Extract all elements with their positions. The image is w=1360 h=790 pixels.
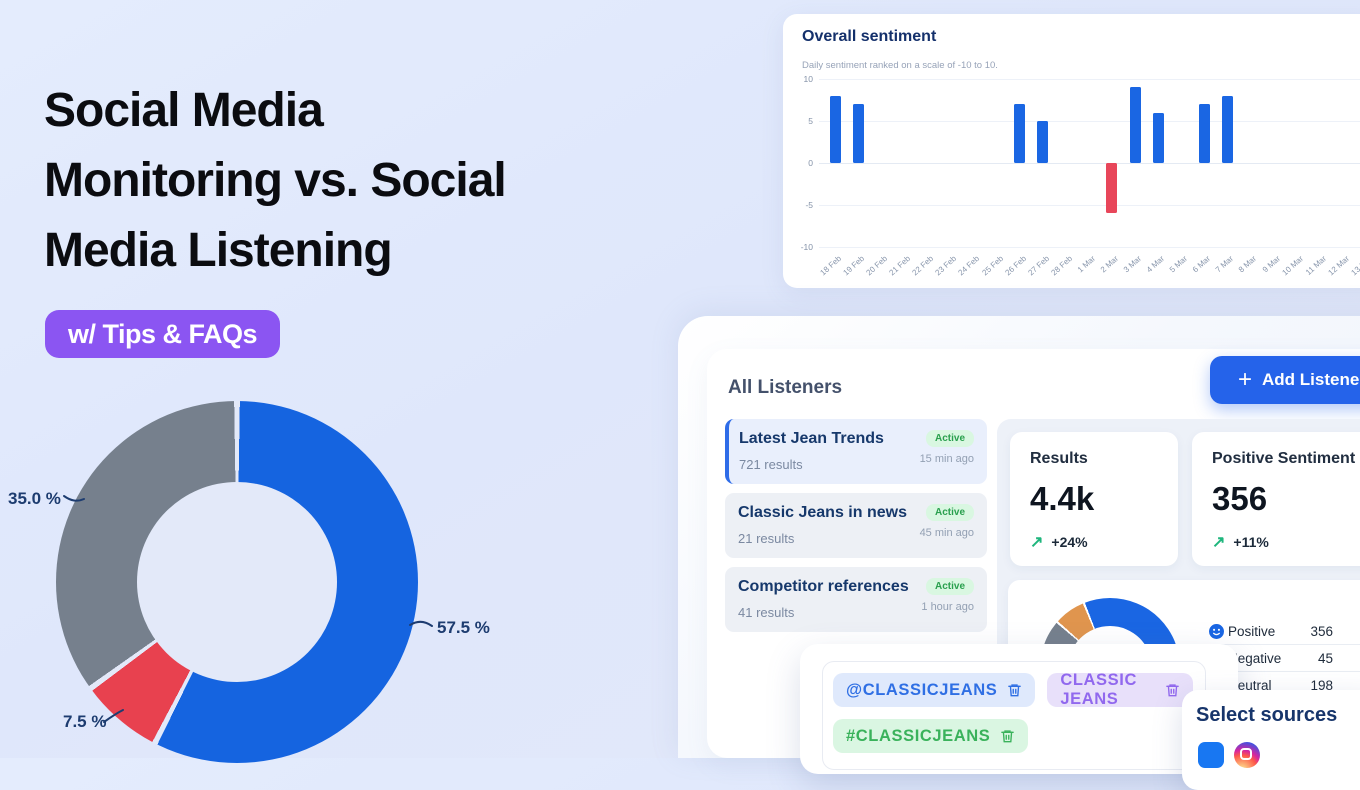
keywords-box: @CLASSICJEANS CLASSIC JEANS #CLASSICJEANS <box>822 661 1206 770</box>
gridline <box>819 78 1360 80</box>
y-axis-tick-label: 5 <box>808 116 813 126</box>
listener-card[interactable]: Classic Jeans in news 21 results Active 45 … <box>725 493 987 558</box>
listener-name: Competitor references <box>738 578 909 595</box>
donut-label: 35.0 % <box>8 489 61 508</box>
y-axis-tick-label: 10 <box>803 74 813 84</box>
donut-label: 7.5 % <box>63 712 107 731</box>
gridline <box>819 120 1360 122</box>
instagram-icon[interactable] <box>1234 742 1260 768</box>
select-sources-icons <box>1198 742 1260 768</box>
sentiment-bar <box>1014 104 1026 163</box>
sentiment-bar <box>1106 163 1118 214</box>
keywords-card: @CLASSICJEANS CLASSIC JEANS #CLASSICJEANS <box>800 644 1238 774</box>
tag-pill[interactable]: @CLASSICJEANS <box>833 673 1036 707</box>
facebook-icon[interactable] <box>1198 742 1224 768</box>
page-title: Social Media Monitoring vs. Social Media… <box>44 76 704 286</box>
overall-sentiment-title: Overall sentiment <box>802 28 937 45</box>
legend-label: Neutral <box>1228 677 1272 693</box>
listener-results-count: 41 results <box>738 605 795 620</box>
stat-value: 356 <box>1212 480 1268 517</box>
legend-value: 198 <box>1310 677 1333 693</box>
listener-name: Latest Jean Trends <box>739 430 884 447</box>
legend-label: Negative <box>1228 650 1282 666</box>
tag-text: #CLASSICJEANS <box>846 726 991 745</box>
legend-value: 45 <box>1317 650 1333 666</box>
listener-results-count: 721 results <box>739 457 803 472</box>
tag-row: #CLASSICJEANS <box>833 719 1205 753</box>
sentiment-bar <box>1037 121 1049 163</box>
share-donut-hole <box>137 482 337 682</box>
status-badge: Active <box>925 430 974 447</box>
stat-delta-value: +24% <box>1051 534 1088 550</box>
listener-timestamp: 45 min ago <box>919 527 974 539</box>
page-title-line: Media Listening <box>44 224 393 277</box>
listener-card[interactable]: Competitor references 41 results Active 1 h… <box>725 567 987 632</box>
listener-name: Classic Jeans in news <box>738 504 907 521</box>
status-badge: Active <box>925 578 974 595</box>
trash-icon[interactable] <box>1007 682 1022 698</box>
legend-label: Positive <box>1228 623 1276 639</box>
gridline <box>819 204 1360 206</box>
listener-card[interactable]: Latest Jean Trends 721 results Active 15 mi… <box>725 419 987 484</box>
tag-text: @CLASSICJEANS <box>846 680 998 699</box>
plus-icon: + <box>1238 366 1253 393</box>
sentiment-bar-plot: 10 5 0 -5 -10 18 Feb 19 Feb 20 Feb 21 Feb 22 Feb 2… <box>783 14 1360 288</box>
all-listeners-heading: All Listeners <box>728 377 843 398</box>
trash-icon[interactable] <box>1000 728 1015 744</box>
tag-pill[interactable]: #CLASSICJEANS <box>833 719 1029 753</box>
donut-label: 57.5 % <box>437 618 490 637</box>
listener-list: Latest Jean Trends 721 results Active 15 mi… <box>725 419 987 641</box>
trend-up-icon: ↗ <box>1212 534 1226 551</box>
listener-results-count: 21 results <box>738 531 795 546</box>
tag-text: CLASSIC JEANS <box>1060 671 1137 708</box>
gridline <box>819 246 1360 248</box>
page-title-line: Monitoring vs. Social <box>44 154 507 207</box>
overall-sentiment-subtitle: Daily sentiment ranked on a scale of -10… <box>802 60 998 71</box>
y-axis-tick-label: -5 <box>805 200 813 210</box>
stat-delta-value: +11% <box>1233 534 1269 550</box>
hero-badge: w/ Tips & FAQs <box>45 310 281 358</box>
stat-delta: ↗ +11% <box>1212 532 1269 552</box>
stat-delta: ↗ +24% <box>1030 532 1088 552</box>
sentiment-bar <box>829 95 841 163</box>
tag-pill[interactable]: CLASSIC JEANS <box>1047 671 1193 708</box>
status-badge: Active <box>925 504 974 521</box>
select-sources-title: Select sources <box>1196 704 1338 726</box>
stat-card: Results 4.4k ↗ +24% <box>1010 432 1178 566</box>
add-listener-button[interactable]: + Add Listener <box>1210 356 1360 404</box>
gridline <box>819 162 1360 164</box>
smiley-positive-icon <box>1209 623 1228 639</box>
stat-label: Positive Sentiment <box>1212 450 1356 467</box>
legend-value: 356 <box>1310 623 1333 639</box>
sentiment-bar <box>1129 87 1141 163</box>
listener-timestamp: 15 min ago <box>919 453 974 465</box>
sentiment-bar <box>852 104 864 163</box>
select-sources-card: Select sources <box>1182 690 1360 790</box>
legend-row: Positive 356 <box>1209 618 1360 645</box>
add-listener-label: Add Listener <box>1262 370 1360 389</box>
stat-label: Results <box>1030 450 1088 467</box>
sentiment-bar <box>1198 104 1210 163</box>
listener-timestamp: 1 hour ago <box>921 601 974 613</box>
sentiment-bar <box>1152 112 1164 163</box>
stat-card: Positive Sentiment 356 ↗ +11% <box>1192 432 1360 566</box>
sentiment-bar <box>1221 95 1233 163</box>
overall-sentiment-card: Overall sentiment Daily sentiment ranked… <box>783 14 1360 288</box>
stat-value: 4.4k <box>1030 480 1095 517</box>
tag-row: @CLASSICJEANS CLASSIC JEANS <box>833 671 1205 708</box>
y-axis-tick-label: 0 <box>808 158 813 168</box>
y-axis-tick-label: -10 <box>800 242 813 252</box>
trash-icon[interactable] <box>1165 682 1180 698</box>
trend-up-icon: ↗ <box>1030 534 1044 551</box>
page-title-line: Social Media <box>44 84 324 137</box>
